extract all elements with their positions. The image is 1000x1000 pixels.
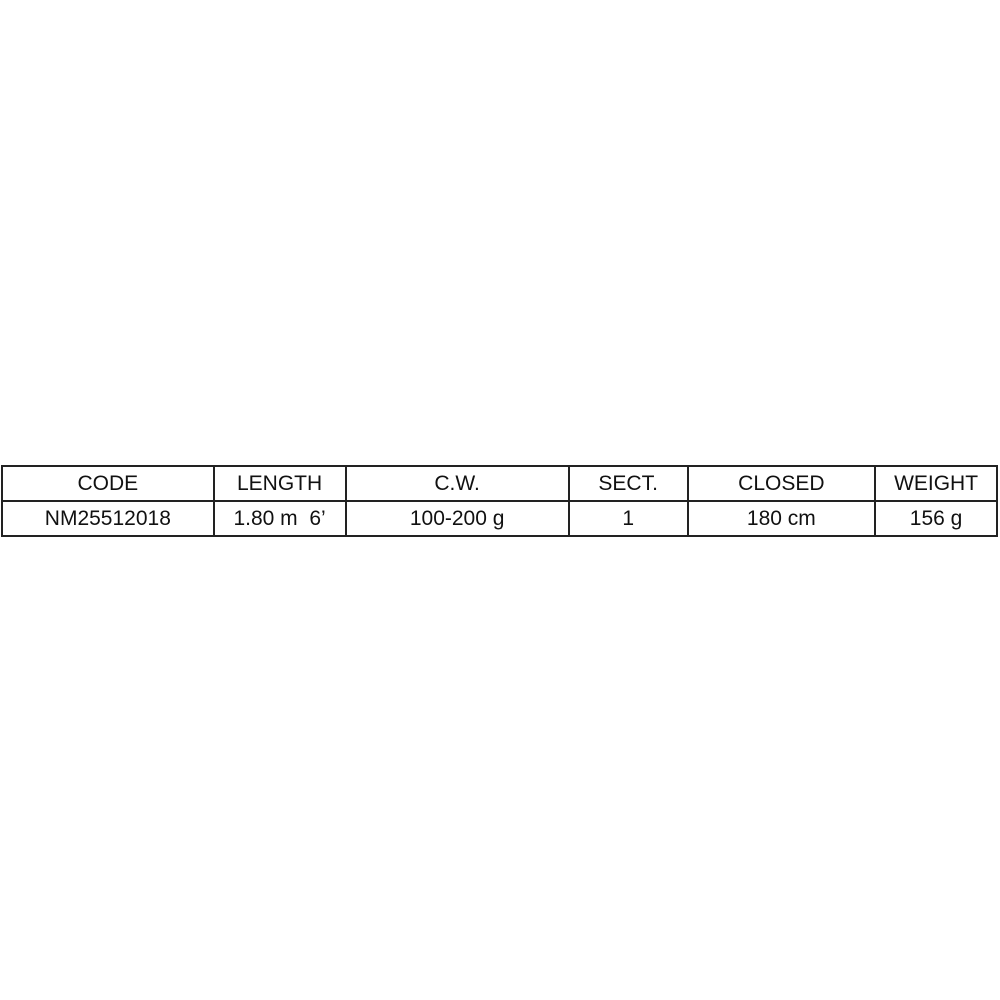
table-row: NM25512018 1.80 m 6’ 100-200 g 1 180 cm … (1, 500, 998, 537)
header-weight: WEIGHT (874, 465, 998, 502)
cell-sect: 1 (567, 500, 689, 537)
header-sect: SECT. (567, 465, 689, 502)
spec-table: CODE LENGTH C.W. SECT. CLOSED WEIGHT NM2… (1, 465, 998, 537)
header-code: CODE (1, 465, 215, 502)
cell-weight: 156 g (874, 500, 998, 537)
header-closed: CLOSED (686, 465, 877, 502)
cell-closed: 180 cm (686, 500, 877, 537)
header-cw: C.W. (344, 465, 570, 502)
cell-cw: 100-200 g (344, 500, 570, 537)
header-row: CODE LENGTH C.W. SECT. CLOSED WEIGHT (1, 465, 998, 502)
cell-length: 1.80 m 6’ (212, 500, 347, 537)
header-length: LENGTH (212, 465, 347, 502)
cell-code: NM25512018 (1, 500, 215, 537)
